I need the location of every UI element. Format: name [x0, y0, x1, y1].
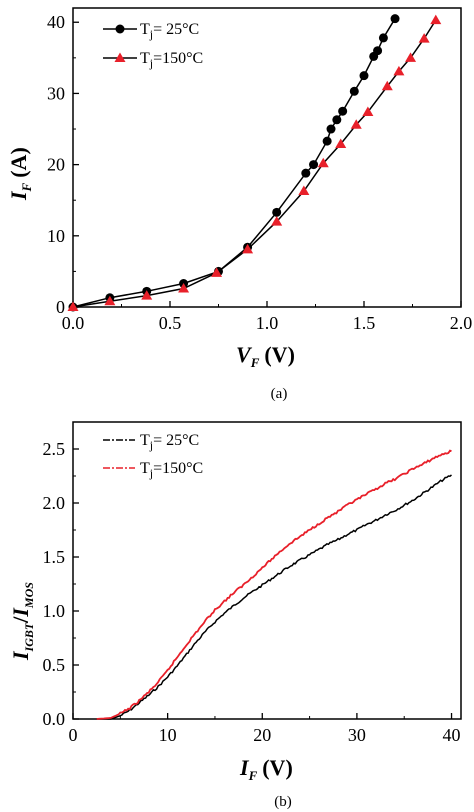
data-point-a-1-1: [104, 295, 116, 306]
y-tick-label-a-4: 40: [47, 12, 65, 32]
x-tick-label-b-2: 20: [253, 725, 271, 745]
data-point-a-0-6: [272, 207, 282, 217]
series-layer-a: [67, 14, 442, 312]
y-tick-label-a-1: 10: [47, 226, 65, 246]
legend-b-label-0: Tj= 25°C: [140, 432, 199, 452]
plot-frame-b: [72, 421, 462, 720]
y-tick-label-a-2: 20: [47, 155, 65, 175]
data-point-a-1-4: [211, 267, 223, 277]
y-tick-label-b-2: 1.0: [43, 601, 66, 621]
data-point-a-1-6: [271, 216, 283, 226]
legend-a: Tj= 25°C Tj=150°C: [103, 21, 203, 70]
data-point-a-0-11: [332, 115, 342, 125]
axis-ticks-b: 0 10 20 30 40 0.0 0.5 1.0 1.5 2.0 2.5: [43, 439, 461, 745]
data-point-a-1-0: [67, 301, 79, 311]
x-axis-title-b: IF (V): [239, 755, 293, 783]
y-tick-label-b-1: 0.5: [43, 655, 66, 675]
data-point-a-1-2: [141, 290, 153, 300]
data-point-a-1-13: [393, 65, 405, 76]
y-tick-label-a-0: 0: [56, 297, 65, 317]
x-tick-label-b-1: 10: [159, 725, 177, 745]
legend-b-label-1: Tj=150°C: [140, 460, 203, 480]
caption-a: (a): [271, 386, 288, 402]
x-tick-label-b-4: 40: [443, 725, 461, 745]
x-tick-label-a-2: 1.0: [256, 313, 279, 333]
data-point-a-0-7: [301, 168, 311, 178]
series-line-b-0: [96, 474, 452, 720]
legend-a-label-0: Tj= 25°C: [140, 21, 199, 41]
data-point-a-1-7: [298, 185, 310, 195]
data-point-a-1-14: [405, 52, 417, 62]
data-point-a-0-18: [390, 14, 400, 24]
y-tick-label-b-0: 0.0: [43, 709, 66, 729]
x-tick-label-b-0: 0: [69, 725, 78, 745]
data-point-a-0-13: [349, 86, 359, 96]
y-tick-label-b-3: 1.5: [43, 547, 66, 567]
data-point-a-0-8: [309, 160, 319, 170]
panel-a: 0.0 0.5 1.0 1.5 2.0 0 10 20 30 40 Tj= 25°C Tj=150…: [6, 7, 472, 402]
legend-a-marker-0: [115, 24, 125, 34]
data-point-a-1-3: [178, 282, 190, 293]
y-axis-title-a: IF(A): [6, 147, 34, 201]
data-point-a-0-12: [338, 106, 348, 116]
x-tick-label-a-0: 0.0: [62, 313, 85, 333]
data-point-a-0-14: [359, 71, 369, 81]
data-point-a-0-16: [373, 46, 383, 56]
series-line-a-1: [72, 19, 437, 308]
legend-a-marker-1: [114, 52, 126, 62]
data-point-a-1-15: [418, 33, 430, 43]
series-line-b-1: [96, 449, 452, 720]
x-axis-title-a: VF (V): [236, 342, 295, 370]
legend-a-label-1: Tj=150°C: [140, 50, 203, 70]
axis-ticks-a: 0.0 0.5 1.0 1.5 2.0 0 10 20 30 40: [47, 12, 472, 333]
data-point-a-0-9: [322, 136, 332, 146]
plot-frame-a: [72, 7, 462, 308]
y-tick-label-b-4: 2.0: [43, 493, 66, 513]
series-layer-b: [96, 449, 452, 720]
data-point-a-0-10: [326, 124, 336, 134]
x-tick-label-b-3: 30: [348, 725, 366, 745]
data-point-a-1-10: [350, 119, 362, 129]
data-point-a-1-8: [317, 157, 329, 168]
y-axis-title-b: IIGBT/IMOS: [8, 582, 36, 661]
x-tick-label-a-1: 0.5: [159, 313, 182, 333]
data-point-a-1-11: [362, 106, 374, 116]
data-point-a-1-12: [381, 80, 393, 91]
x-tick-label-a-3: 1.5: [353, 313, 376, 333]
panel-b: 0 10 20 30 40 0.0 0.5 1.0 1.5 2.0 2.5 Tj= 25°C Tj=…: [8, 421, 462, 810]
y-tick-label-a-3: 30: [47, 83, 65, 103]
y-tick-label-b-5: 2.5: [43, 439, 66, 459]
caption-b: (b): [274, 794, 292, 810]
data-point-a-0-17: [378, 33, 388, 43]
x-tick-label-a-4: 2.0: [450, 313, 473, 333]
legend-b: Tj= 25°C Tj=150°C: [103, 432, 203, 480]
data-point-a-1-16: [430, 14, 442, 25]
data-point-a-1-5: [242, 243, 254, 254]
data-point-a-1-9: [335, 138, 347, 148]
